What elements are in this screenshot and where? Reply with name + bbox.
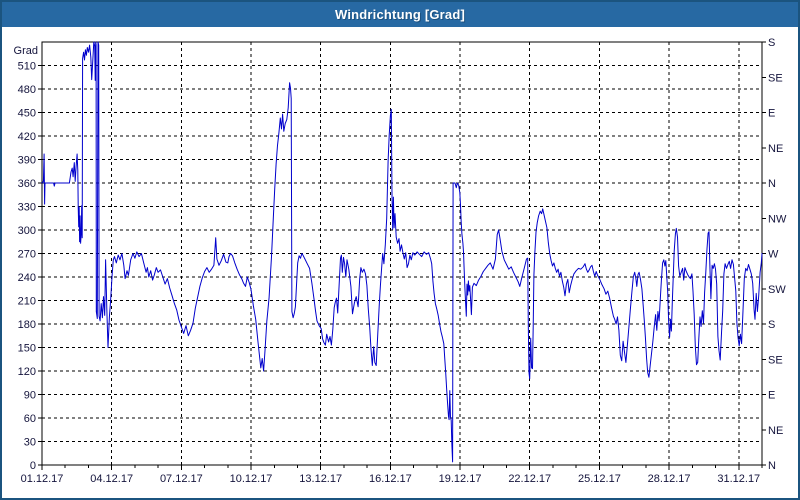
y-tick-label: 420 bbox=[18, 131, 36, 143]
x-tick-label: 01.12.17 bbox=[21, 473, 64, 485]
x-tick-label: 31.12.17 bbox=[717, 473, 760, 485]
y-tick-label: 180 bbox=[18, 319, 36, 331]
x-tick-label: 16.12.17 bbox=[369, 473, 412, 485]
y-tick-label: 360 bbox=[18, 178, 36, 190]
y-tick-label: 120 bbox=[18, 366, 36, 378]
y-tick-label: 330 bbox=[18, 202, 36, 214]
window-title: Windrichtung [Grad] bbox=[334, 7, 466, 22]
wind-direction-chart: 0 30 60 90 120 150 180 210 240 270 300 330 360 390 420… bbox=[14, 37, 787, 485]
compass-tick-label: SE bbox=[768, 72, 783, 84]
y-tick-label: 210 bbox=[18, 296, 36, 308]
compass-tick-label: S bbox=[768, 319, 775, 331]
compass-tick-label: E bbox=[768, 390, 775, 402]
y-tick-label: 0 bbox=[30, 460, 36, 472]
x-tick-label: 25.12.17 bbox=[578, 473, 621, 485]
x-tick-label: 10.12.17 bbox=[230, 473, 273, 485]
compass-tick-label: S bbox=[768, 37, 775, 49]
h-gridlines bbox=[42, 65, 762, 442]
y-axis-right: N NE E SE S SW W NW N NE E SE S bbox=[762, 37, 787, 472]
compass-tick-label: N bbox=[768, 460, 776, 472]
y-axis-left: 0 30 60 90 120 150 180 210 240 270 300 330 360 390 420… bbox=[14, 45, 42, 472]
y-tick-label: 450 bbox=[18, 108, 36, 120]
y-tick-label: 510 bbox=[18, 61, 36, 73]
compass-tick-label: W bbox=[768, 249, 779, 261]
chart-area: 0 30 60 90 120 150 180 210 240 270 300 330 360 390 420… bbox=[2, 27, 798, 498]
v-gridlines bbox=[111, 42, 740, 465]
y-tick-label: 300 bbox=[18, 225, 36, 237]
compass-tick-label: NE bbox=[768, 425, 783, 437]
wind-direction-line bbox=[41, 41, 763, 463]
x-tick-label: 13.12.17 bbox=[299, 473, 342, 485]
x-tick-label: 28.12.17 bbox=[648, 473, 691, 485]
y-axis-unit-label: Grad bbox=[14, 45, 38, 57]
x-tick-label: 22.12.17 bbox=[508, 473, 551, 485]
compass-tick-label: NE bbox=[768, 143, 783, 155]
y-tick-label: 480 bbox=[18, 84, 36, 96]
y-tick-label: 240 bbox=[18, 272, 36, 284]
y-tick-label: 150 bbox=[18, 343, 36, 355]
x-tick-label: 07.12.17 bbox=[160, 473, 203, 485]
x-tick-label: 19.12.17 bbox=[439, 473, 482, 485]
y-tick-label: 30 bbox=[24, 437, 36, 449]
y-tick-label: 90 bbox=[24, 390, 36, 402]
compass-tick-label: N bbox=[768, 178, 776, 190]
x-tick-label: 04.12.17 bbox=[90, 473, 133, 485]
compass-tick-label: NW bbox=[768, 213, 787, 225]
series-wind-direction bbox=[41, 41, 763, 463]
y-tick-label: 60 bbox=[24, 413, 36, 425]
compass-tick-label: SE bbox=[768, 354, 783, 366]
x-axis: 01.12.17 04.12.17 07.12.17 10.12.17 13.12.17… bbox=[21, 465, 763, 485]
y-tick-label: 390 bbox=[18, 155, 36, 167]
window-titlebar: Windrichtung [Grad] bbox=[2, 2, 798, 27]
y-tick-label: 270 bbox=[18, 249, 36, 261]
compass-tick-label: SW bbox=[768, 284, 786, 296]
compass-tick-label: E bbox=[768, 108, 775, 120]
